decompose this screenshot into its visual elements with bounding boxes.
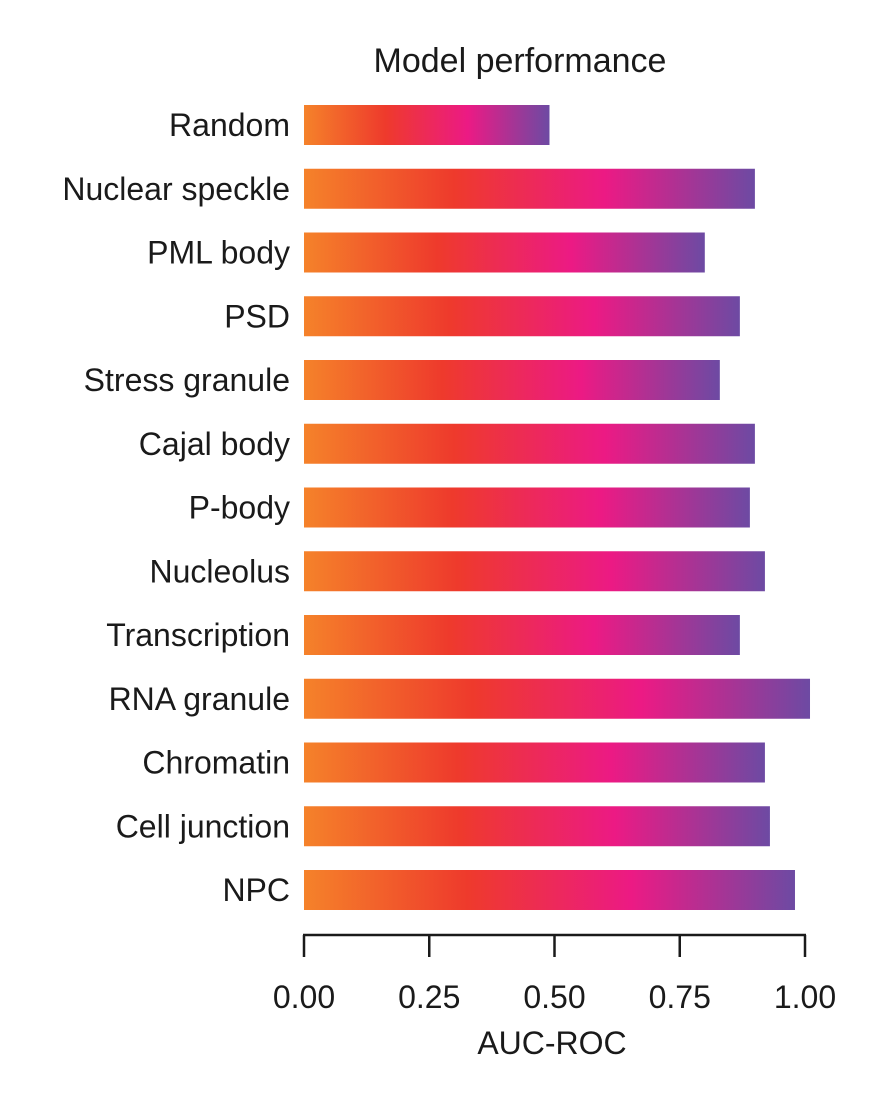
category-label: PSD (224, 298, 290, 334)
bar-cajal-body (304, 423, 755, 464)
x-tick-label: 0.75 (649, 979, 711, 1015)
bar-p-body (304, 487, 750, 528)
category-label: NPC (222, 872, 290, 908)
category-labels: Random Nuclear speckle PML body PSD Stress g… (62, 107, 290, 908)
category-label: RNA granule (109, 681, 290, 717)
category-label: Transcription (106, 617, 290, 653)
x-axis-title: AUC-ROC (477, 1025, 626, 1061)
bar-rna-granule (304, 678, 811, 719)
bars-group (304, 105, 811, 910)
category-label: P-body (189, 490, 290, 526)
chart-title: Model performance (374, 42, 667, 80)
category-label: Cell junction (116, 808, 290, 844)
bar-npc (304, 870, 795, 910)
x-tick-label: 0.00 (273, 979, 335, 1015)
bar-psd (304, 296, 740, 337)
category-label: Random (169, 107, 290, 143)
x-tick-label: 1.00 (774, 979, 836, 1015)
x-tick-label: 0.50 (523, 979, 585, 1015)
category-label: Nucleolus (149, 553, 290, 589)
bar-cell-junction (304, 806, 770, 847)
x-axis-ticks: 0.00 0.25 0.50 0.75 1.00 (273, 935, 836, 1015)
category-label: Chromatin (142, 745, 290, 781)
category-label: Stress granule (84, 362, 290, 398)
category-label: Cajal body (139, 426, 290, 462)
bar-pml-body (304, 232, 705, 273)
bar-random (304, 105, 550, 145)
x-tick-label: 0.25 (398, 979, 460, 1015)
bar-chromatin (304, 742, 765, 783)
category-label: PML body (147, 235, 290, 271)
bar-stress-granule (304, 360, 720, 400)
bar-transcription (304, 615, 740, 655)
bar-nuclear-speckle (304, 168, 755, 209)
bar-nucleolus (304, 551, 765, 592)
category-label: Nuclear speckle (62, 171, 290, 207)
